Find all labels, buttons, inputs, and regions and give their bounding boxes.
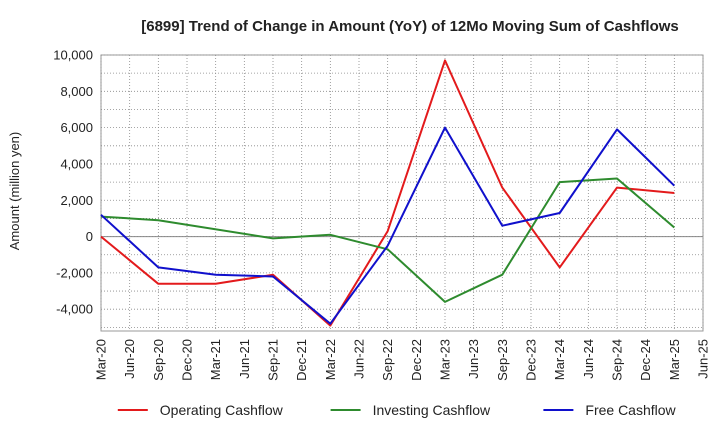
x-tick-label: Mar-25 bbox=[667, 339, 682, 380]
series-line-operating-cashflow bbox=[100, 59, 675, 327]
x-tick-label: Sep-23 bbox=[495, 339, 510, 381]
legend-label-operating-cashflow: Operating Cashflow bbox=[160, 402, 284, 418]
x-tick-label: Mar-20 bbox=[94, 339, 109, 380]
y-tick-label: 6,000 bbox=[60, 120, 93, 135]
x-tick-label: Jun-21 bbox=[237, 339, 252, 379]
y-tick-label: -4,000 bbox=[56, 302, 93, 317]
legend-label-free-cashflow: Free Cashflow bbox=[585, 402, 676, 418]
x-tick-label: Sep-21 bbox=[266, 339, 281, 381]
chart-title: [6899] Trend of Change in Amount (YoY) o… bbox=[141, 18, 679, 35]
x-tick-label: Dec-23 bbox=[524, 339, 539, 381]
x-tick-label: Sep-22 bbox=[380, 339, 395, 381]
legend: Operating Cashflow Investing Cashflow Free… bbox=[117, 402, 677, 418]
y-tick-label: 8,000 bbox=[60, 84, 93, 99]
plot-border bbox=[100, 54, 704, 332]
y-axis-label: Amount (million yen) bbox=[7, 132, 22, 251]
x-tick-label: Dec-21 bbox=[294, 339, 309, 381]
series-line-investing-cashflow bbox=[100, 177, 675, 303]
series-line-free-cashflow bbox=[100, 126, 676, 325]
x-tick-label: Sep-24 bbox=[610, 339, 625, 381]
x-tick-label: Jun-24 bbox=[581, 339, 596, 379]
x-tick-label: Mar-24 bbox=[552, 339, 567, 380]
y-tick-label: 0 bbox=[86, 229, 93, 244]
x-tick-label: Dec-22 bbox=[409, 339, 424, 381]
x-tick-label: Mar-21 bbox=[208, 339, 223, 380]
x-tick-label: Jun-20 bbox=[122, 339, 137, 379]
y-tick-label: 10,000 bbox=[53, 48, 93, 63]
x-tick-label: Mar-23 bbox=[438, 339, 453, 380]
y-tick-label: 4,000 bbox=[60, 156, 93, 171]
x-tick-label: Dec-24 bbox=[638, 339, 653, 381]
plot-area: -4,000 -2,000 0 2,000 4,000 6,000 8,000 10,000 M… bbox=[53, 48, 710, 381]
legend-label-investing-cashflow: Investing Cashflow bbox=[373, 402, 491, 418]
y-tick-label: 2,000 bbox=[60, 193, 93, 208]
x-tick-label: Mar-22 bbox=[323, 339, 338, 380]
x-tick-label: Jun-23 bbox=[466, 339, 481, 379]
x-tick-label: Dec-20 bbox=[180, 339, 195, 381]
y-tick-label: -2,000 bbox=[56, 265, 93, 280]
x-tick-label: Jun-22 bbox=[352, 339, 367, 379]
x-tick-label: Jun-25 bbox=[696, 339, 711, 379]
x-tick-label: Sep-20 bbox=[151, 339, 166, 381]
